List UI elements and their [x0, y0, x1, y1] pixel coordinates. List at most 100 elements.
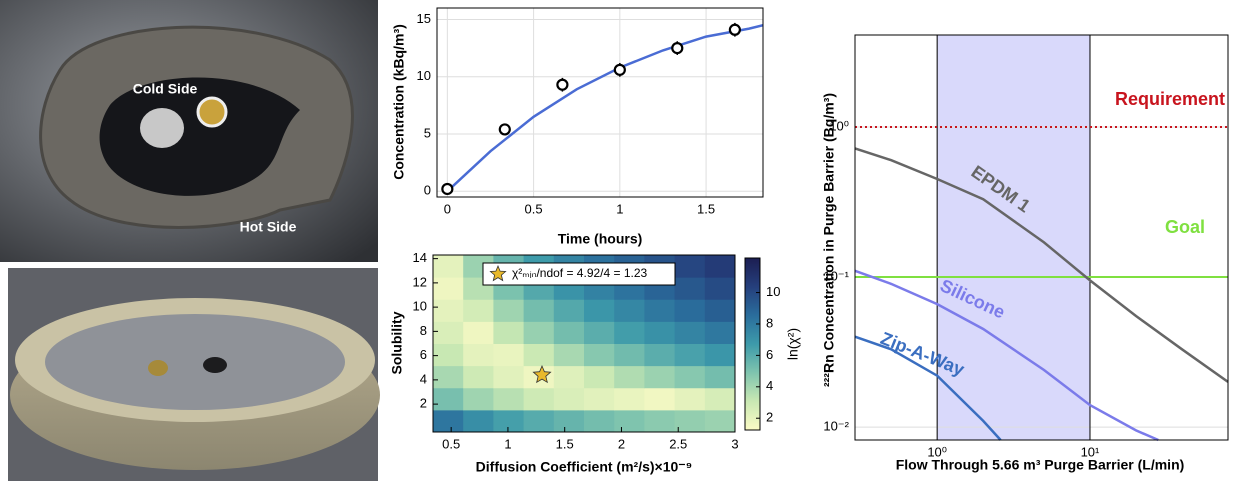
- heatmap-cell: [644, 321, 676, 344]
- heatmap-cell: [493, 387, 525, 411]
- plot-frame: [854, 34, 1229, 441]
- colorbar: [744, 257, 761, 431]
- y-tick-label: 6: [420, 347, 427, 362]
- heatmap-cell: [553, 343, 585, 367]
- y-tick-label: 14: [413, 250, 427, 265]
- heatmap-cell: [704, 299, 736, 322]
- heatmap-cell: [704, 343, 736, 367]
- colorbar-tick-label: 8: [766, 315, 773, 330]
- x-tick-label: 1: [616, 201, 623, 216]
- heatmap-cell: [463, 343, 494, 367]
- heatmap-cell: [674, 321, 706, 344]
- heatmap-cell: [674, 299, 706, 322]
- cavity: [99, 77, 300, 196]
- port: [196, 96, 228, 128]
- heatmap-cell: [704, 387, 736, 411]
- plot-frame: [432, 254, 736, 433]
- heatmap-cell: [433, 299, 464, 322]
- heatmap-cell: [433, 255, 464, 278]
- heatmap-cell: [433, 321, 464, 344]
- heatmap-cell: [584, 409, 615, 433]
- heatmap-cell: [644, 299, 676, 322]
- heatmap-cell: [704, 365, 736, 389]
- x-axis-label: Flow Through 5.66 m³ Purge Barrier (L/mi…: [896, 457, 1185, 473]
- data-point: [498, 123, 511, 136]
- colorbar-label: ln(χ²): [785, 328, 801, 360]
- heatmap-cell: [433, 365, 464, 389]
- x-axis-label: Diffusion Coefficient (m²/s)×10⁻⁹: [476, 459, 693, 475]
- heatmap-cell: [674, 343, 706, 367]
- heatmap-cell: [463, 409, 494, 433]
- data-point: [671, 41, 684, 55]
- colorbar-tick-label: 2: [766, 410, 773, 425]
- heatmap-cell: [614, 409, 645, 433]
- heatmap-cell: [493, 365, 525, 389]
- x-tick-label: 1.5: [697, 201, 715, 216]
- legend-label: χ²ₘᵢₙ/ndof = 4.92/4 = 1.23: [512, 266, 648, 280]
- heatmap-cell: [523, 299, 555, 322]
- shaded-span: [937, 35, 1090, 440]
- heatmap-cell: [674, 365, 706, 389]
- data-point: [556, 78, 569, 91]
- heatmap-cell: [553, 387, 585, 411]
- y-tick-label: 4: [420, 371, 427, 386]
- port: [140, 108, 184, 148]
- y-tick-label: 10⁰: [829, 118, 849, 133]
- heatmap-cell: [493, 409, 525, 433]
- heatmap-cell: [553, 409, 585, 433]
- y-axis-label: Concentration (kBq/m³): [391, 24, 407, 180]
- heatmap-cell: [493, 299, 525, 322]
- y-tick-label: 10: [417, 68, 431, 83]
- heatmap-cell: [463, 321, 494, 344]
- legend-marker: [489, 264, 507, 282]
- heatmap-cell: [553, 365, 585, 389]
- heatmap-cell: [674, 387, 706, 411]
- heatmap-cell: [644, 365, 676, 389]
- y-tick-label: 10⁻¹: [823, 268, 849, 283]
- y-tick-label: 8: [420, 323, 427, 338]
- plot-frame: [436, 7, 764, 198]
- x-tick-label: 2: [618, 436, 625, 451]
- x-tick-label: 10¹: [1081, 444, 1100, 459]
- reference-label: Goal: [1165, 217, 1205, 237]
- heatmap-cell: [584, 365, 615, 389]
- heatmap-cell: [493, 343, 525, 367]
- data-point: [441, 182, 454, 196]
- port: [203, 357, 227, 373]
- x-tick-label: 0: [444, 201, 451, 216]
- best-fit-point: [532, 364, 552, 384]
- photo-top: Cold Side Hot Side: [0, 0, 378, 262]
- heatmap-cell: [674, 409, 706, 433]
- x-tick-label: 3: [731, 436, 738, 451]
- heatmap-cell: [584, 387, 615, 411]
- colorbar-tick-label: 4: [766, 378, 773, 393]
- heatmap-cell: [523, 321, 555, 344]
- x-axis-label: Time (hours): [558, 231, 643, 247]
- y-tick-label: 15: [417, 11, 431, 26]
- heatmap-cell: [553, 299, 585, 322]
- heatmap-cell: [523, 343, 555, 367]
- heatmap-cell: [674, 277, 706, 300]
- heatmap-cell: [644, 387, 676, 411]
- colorbar-tick-label: 10: [766, 284, 780, 299]
- y-tick-label: 12: [413, 274, 427, 289]
- heatmap-cell: [584, 299, 615, 322]
- heatmap-cell: [674, 255, 706, 278]
- heatmap-cell: [463, 365, 494, 389]
- y-tick-label: 2: [420, 396, 427, 411]
- heatmap-cell: [553, 321, 585, 344]
- heatmap-cell: [523, 409, 555, 433]
- data-point: [728, 23, 741, 36]
- heatmap-cell: [433, 409, 464, 433]
- heatmap-cell: [614, 299, 645, 322]
- heatmap-cell: [704, 321, 736, 344]
- x-tick-label: 0.5: [442, 436, 460, 451]
- reference-label: Requirement: [1115, 89, 1225, 109]
- x-tick-label: 10⁰: [927, 444, 947, 459]
- y-tick-label: 5: [424, 125, 431, 140]
- heatmap-cell: [433, 277, 464, 300]
- heatmap-cell: [614, 365, 645, 389]
- y-tick-label: 0: [424, 183, 431, 198]
